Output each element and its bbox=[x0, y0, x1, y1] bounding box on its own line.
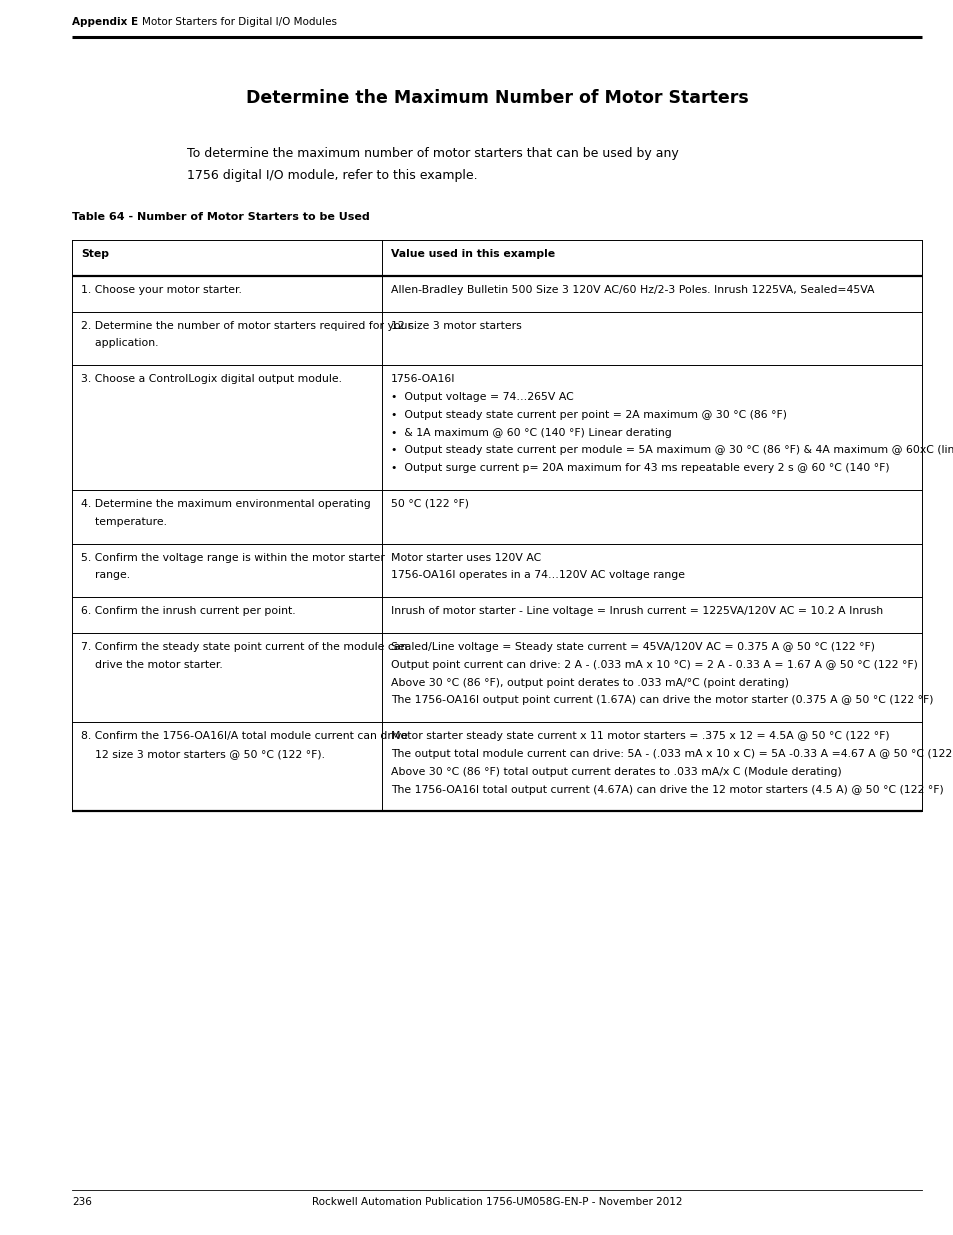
Text: Appendix E: Appendix E bbox=[71, 17, 138, 27]
Text: Value used in this example: Value used in this example bbox=[391, 249, 555, 259]
Text: 1. Choose your motor starter.: 1. Choose your motor starter. bbox=[81, 285, 242, 295]
Text: temperature.: temperature. bbox=[81, 516, 167, 527]
Text: 1756-OA16I operates in a 74…120V AC voltage range: 1756-OA16I operates in a 74…120V AC volt… bbox=[391, 571, 684, 580]
Text: 50 °C (122 °F): 50 °C (122 °F) bbox=[391, 499, 469, 509]
Text: 4. Determine the maximum environmental operating: 4. Determine the maximum environmental o… bbox=[81, 499, 371, 509]
Text: Inrush of motor starter - Line voltage = Inrush current = 1225VA/120V AC = 10.2 : Inrush of motor starter - Line voltage =… bbox=[391, 606, 882, 616]
Text: 12 size 3 motor starters @ 50 °C (122 °F).: 12 size 3 motor starters @ 50 °C (122 °F… bbox=[81, 748, 325, 760]
Text: drive the motor starter.: drive the motor starter. bbox=[81, 659, 222, 669]
Text: 1756 digital I/O module, refer to this example.: 1756 digital I/O module, refer to this e… bbox=[187, 168, 477, 182]
Text: •  Output steady state current per module = 5A maximum @ 30 °C (86 °F) & 4A maxi: • Output steady state current per module… bbox=[391, 446, 953, 456]
Text: 5. Confirm the voltage range is within the motor starter: 5. Confirm the voltage range is within t… bbox=[81, 552, 384, 563]
Text: Step: Step bbox=[81, 249, 109, 259]
Text: The output total module current can drive: 5A - (.033 mA x 10 x C) = 5A -0.33 A : The output total module current can driv… bbox=[391, 748, 953, 760]
Text: The 1756-OA16I output point current (1.67A) can drive the motor starter (0.375 A: The 1756-OA16I output point current (1.6… bbox=[391, 695, 933, 705]
Text: The 1756-OA16I total output current (4.67A) can drive the 12 motor starters (4.5: The 1756-OA16I total output current (4.6… bbox=[391, 784, 943, 794]
Text: Motor Starters for Digital I/O Modules: Motor Starters for Digital I/O Modules bbox=[142, 17, 336, 27]
Text: Motor starter steady state current x 11 motor starters = .375 x 12 = 4.5A @ 50 °: Motor starter steady state current x 11 … bbox=[391, 731, 889, 741]
Text: •  Output voltage = 74…265V AC: • Output voltage = 74…265V AC bbox=[391, 391, 574, 403]
Text: 3. Choose a ControlLogix digital output module.: 3. Choose a ControlLogix digital output … bbox=[81, 374, 341, 384]
Text: application.: application. bbox=[81, 338, 158, 348]
Text: 236: 236 bbox=[71, 1197, 91, 1207]
Text: •  & 1A maximum @ 60 °C (140 °F) Linear derating: • & 1A maximum @ 60 °C (140 °F) Linear d… bbox=[391, 427, 671, 437]
Text: 7. Confirm the steady state point current of the module can: 7. Confirm the steady state point curren… bbox=[81, 642, 407, 652]
Text: Output point current can drive: 2 A - (.033 mA x 10 °C) = 2 A - 0.33 A = 1.67 A : Output point current can drive: 2 A - (.… bbox=[391, 659, 917, 669]
Text: range.: range. bbox=[81, 571, 130, 580]
Text: 2. Determine the number of motor starters required for your: 2. Determine the number of motor starter… bbox=[81, 321, 412, 331]
Text: Sealed/Line voltage = Steady state current = 45VA/120V AC = 0.375 A @ 50 °C (122: Sealed/Line voltage = Steady state curre… bbox=[391, 642, 874, 652]
Text: Motor starter uses 120V AC: Motor starter uses 120V AC bbox=[391, 552, 541, 563]
Text: 12 size 3 motor starters: 12 size 3 motor starters bbox=[391, 321, 521, 331]
Text: 1756-OA16I: 1756-OA16I bbox=[391, 374, 456, 384]
Text: 8. Confirm the 1756-OA16I/A total module current can drive: 8. Confirm the 1756-OA16I/A total module… bbox=[81, 731, 408, 741]
Text: 6. Confirm the inrush current per point.: 6. Confirm the inrush current per point. bbox=[81, 606, 295, 616]
Text: •  Output surge current p= 20A maximum for 43 ms repeatable every 2 s @ 60 °C (1: • Output surge current p= 20A maximum fo… bbox=[391, 463, 889, 473]
Text: •  Output steady state current per point = 2A maximum @ 30 °C (86 °F): • Output steady state current per point … bbox=[391, 410, 786, 420]
Text: Determine the Maximum Number of Motor Starters: Determine the Maximum Number of Motor St… bbox=[245, 89, 747, 107]
Text: Rockwell Automation Publication 1756-UM058G-EN-P - November 2012: Rockwell Automation Publication 1756-UM0… bbox=[312, 1197, 681, 1207]
Text: To determine the maximum number of motor starters that can be used by any: To determine the maximum number of motor… bbox=[187, 147, 678, 161]
Text: Above 30 °C (86 °F) total output current derates to .033 mA/x C (Module derating: Above 30 °C (86 °F) total output current… bbox=[391, 767, 841, 777]
Text: Above 30 °C (86 °F), output point derates to .033 mA/°C (point derating): Above 30 °C (86 °F), output point derate… bbox=[391, 678, 788, 688]
Text: Allen-Bradley Bulletin 500 Size 3 120V AC/60 Hz/2-3 Poles. Inrush 1225VA, Sealed: Allen-Bradley Bulletin 500 Size 3 120V A… bbox=[391, 285, 874, 295]
Text: Table 64 - Number of Motor Starters to be Used: Table 64 - Number of Motor Starters to b… bbox=[71, 212, 370, 222]
